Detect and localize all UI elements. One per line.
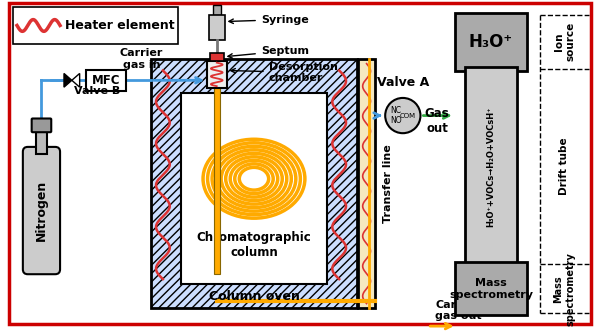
Circle shape [385,98,421,133]
FancyBboxPatch shape [13,7,178,44]
Text: Septum: Septum [228,46,309,58]
Text: Transfer line: Transfer line [383,144,393,222]
Text: Valve B: Valve B [74,86,120,96]
FancyBboxPatch shape [358,59,376,309]
FancyBboxPatch shape [455,263,527,315]
Text: Carrier
gas in: Carrier gas in [119,48,163,69]
FancyBboxPatch shape [209,15,224,40]
Text: Chromatographic
column: Chromatographic column [197,231,311,259]
FancyBboxPatch shape [210,53,224,61]
FancyBboxPatch shape [181,93,328,284]
FancyBboxPatch shape [23,147,60,274]
Text: H₃O⁺+VOCs→H₂O+VOCsH⁺: H₃O⁺+VOCs→H₂O+VOCsH⁺ [487,106,496,227]
FancyBboxPatch shape [455,13,527,70]
Text: Mass
spectrometry: Mass spectrometry [554,252,575,326]
Text: Valve A: Valve A [377,76,429,89]
FancyBboxPatch shape [213,5,221,15]
Text: Mass
spectrometry: Mass spectrometry [449,278,533,300]
Text: NC: NC [391,106,401,115]
FancyBboxPatch shape [207,61,227,88]
Text: Ion
source: Ion source [554,22,575,61]
FancyBboxPatch shape [464,66,517,267]
FancyBboxPatch shape [86,70,126,91]
Text: Syringe: Syringe [229,15,308,25]
Text: Column oven: Column oven [209,290,299,303]
Text: Nitrogen: Nitrogen [35,180,48,241]
FancyBboxPatch shape [214,88,220,274]
Text: NO: NO [390,116,402,125]
Text: H₃O⁺: H₃O⁺ [469,33,513,51]
Text: Drift tube: Drift tube [559,138,569,195]
FancyBboxPatch shape [9,3,591,324]
Text: Carrier
gas out: Carrier gas out [435,300,482,321]
Text: Heater element: Heater element [65,19,175,32]
FancyBboxPatch shape [35,129,47,154]
Text: Desorption
chamber: Desorption chamber [231,62,338,83]
Text: Gas
in: Gas in [388,107,413,135]
Polygon shape [72,73,80,87]
FancyBboxPatch shape [151,59,357,309]
Text: MFC: MFC [92,74,121,87]
FancyBboxPatch shape [32,119,51,132]
Text: COM: COM [400,113,416,119]
Polygon shape [64,73,72,87]
Text: Gas
out: Gas out [425,107,449,135]
